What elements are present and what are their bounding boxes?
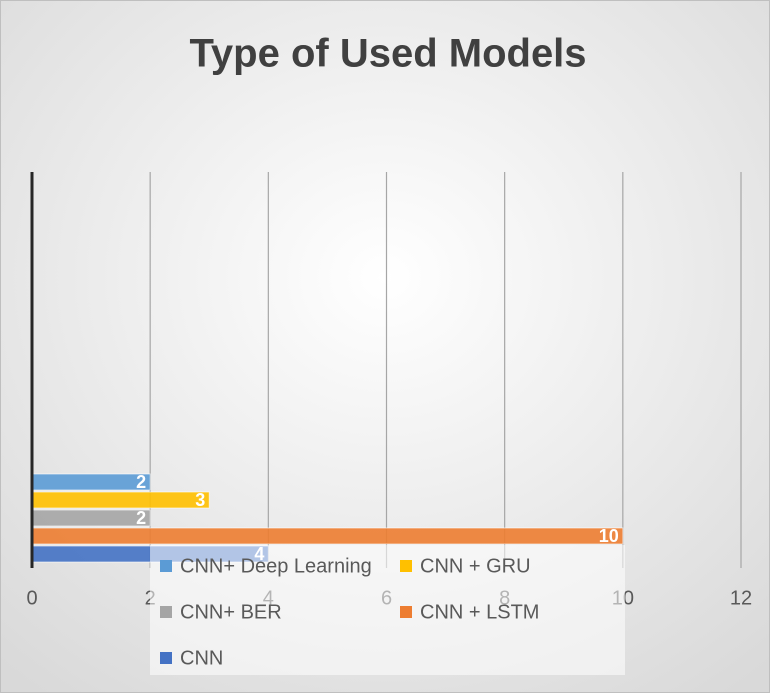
legend-box bbox=[150, 545, 625, 675]
legend-label: CNN+ BER bbox=[180, 601, 282, 623]
legend-swatch bbox=[160, 606, 172, 618]
data-label: 3 bbox=[195, 490, 205, 510]
bar bbox=[31, 527, 624, 545]
bar bbox=[31, 491, 210, 509]
legend-label: CNN bbox=[180, 647, 223, 669]
legend-label: CNN+ Deep Learning bbox=[180, 555, 372, 577]
bar bbox=[31, 473, 151, 491]
legend-swatch bbox=[160, 652, 172, 664]
x-tick-label: 0 bbox=[26, 587, 37, 609]
data-label: 10 bbox=[599, 526, 619, 546]
data-label: 2 bbox=[136, 508, 146, 528]
chart-title: Type of Used Models bbox=[189, 32, 586, 76]
legend-label: CNN + LSTM bbox=[420, 601, 539, 623]
legend-label: CNN + GRU bbox=[420, 555, 531, 577]
x-tick-label: 12 bbox=[730, 587, 752, 609]
legend: CNN+ Deep Learning CNN + GRU CNN+ BER CNN +… bbox=[160, 555, 539, 669]
legend-swatch bbox=[160, 560, 172, 572]
legend-swatch bbox=[400, 560, 412, 572]
legend-swatch bbox=[400, 606, 412, 618]
data-label: 2 bbox=[136, 472, 146, 492]
bar bbox=[31, 509, 151, 527]
